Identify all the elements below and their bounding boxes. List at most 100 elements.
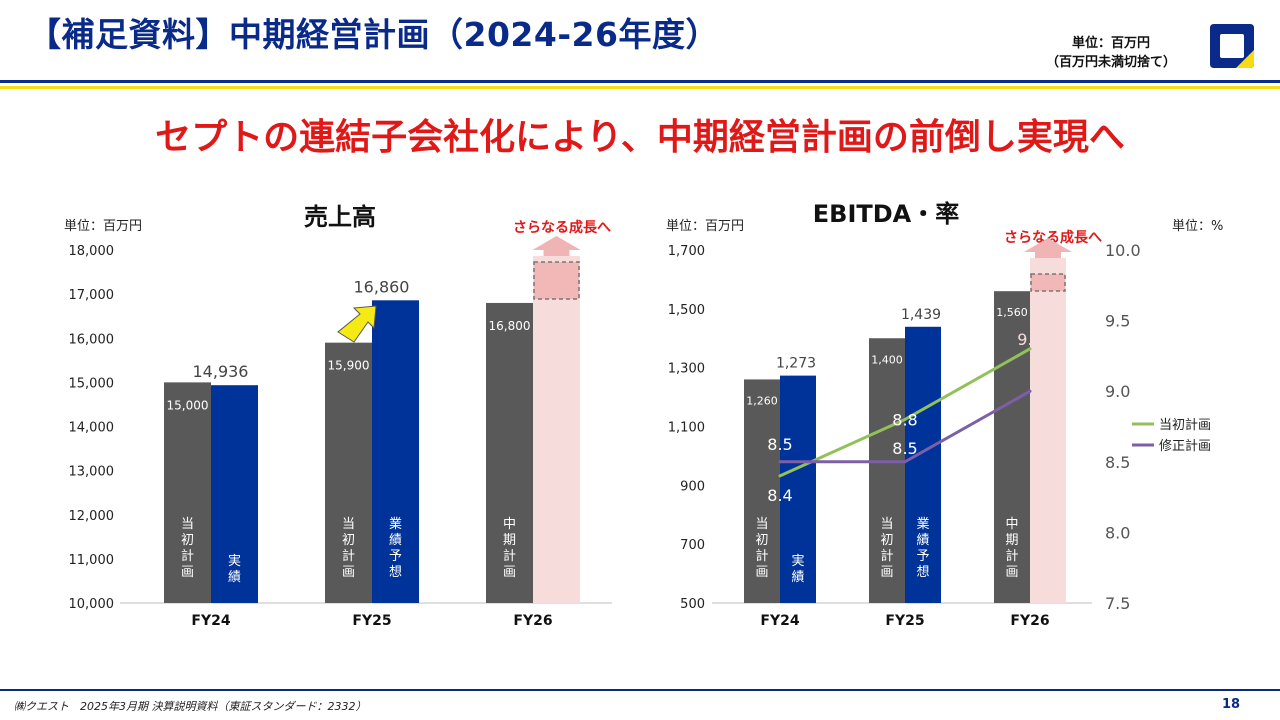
sales-chart: 売上高 単位：百万円 さらなる成長へ 10,000 11,000 12,000 13,… (64, 203, 612, 629)
ebitda-x-tick: FY26 (1010, 613, 1049, 629)
sales-annotation: さらなる成長へ (513, 219, 611, 236)
sales-bar-plan (325, 342, 372, 603)
sales-bar-text-actual: 実績 (228, 553, 241, 585)
sales-bar-text-actual-char: 想 (389, 564, 402, 580)
company-logo (1210, 24, 1254, 68)
ebitda-bar-text-actual-char: 予 (916, 549, 929, 564)
ebitda-annotation: さらなる成長へ (1004, 229, 1102, 246)
ebitda-data-label-actual: 1,439 (901, 307, 941, 323)
ebitda-bar-text-plan-char: 期 (1005, 533, 1018, 548)
ebitda-bar-text-actual: 実績 (791, 553, 804, 585)
sales-bar-text-plan-char: 初 (342, 533, 355, 548)
header-rule-yellow (0, 86, 1280, 89)
sales-highlight-arrow (337, 305, 377, 343)
ebitda-chart-title: EBITDA・率 (813, 200, 959, 228)
ebitda-bar-text-actual-char: 実 (791, 553, 804, 569)
logo-accent (1236, 50, 1254, 68)
sales-growth-box (533, 261, 580, 300)
ebitda-bar-text-actual-char: 績 (916, 533, 929, 548)
ebitda-bar-text-plan-char: 初 (755, 533, 768, 548)
sales-bar-growth (533, 256, 580, 603)
sales-unit-label: 単位：百万円 (64, 218, 142, 234)
ebitda-bar-plan (869, 338, 905, 603)
ebitda-growth-box (1030, 273, 1066, 292)
unit-note-line1: 単位：百万円 (1071, 36, 1150, 51)
ebitda-line-plan-point (1028, 347, 1032, 351)
sales-bar-text-plan-char: 中 (503, 517, 516, 532)
footer-rule (0, 689, 1280, 691)
ebitda-line-revised-point (778, 460, 782, 464)
sales-y-tick: 11,000 (69, 553, 115, 568)
ebitda-y2-tick: 8.0 (1105, 523, 1130, 542)
ebitda-line-plan-point (778, 474, 782, 478)
ebitda-y-tick: 500 (680, 597, 705, 612)
ebitda-line-plan-point (903, 417, 907, 421)
ebitda-y2-tick: 9.0 (1105, 382, 1130, 401)
sales-bar-actual (211, 385, 258, 603)
ebitda-bar-text-plan-char: 中 (1005, 517, 1018, 532)
sales-bar-text-plan-char: 計 (342, 548, 355, 564)
ebitda-bar-text-actual-char: 業 (916, 516, 929, 532)
ebitda-bar-text-plan-char: 画 (755, 565, 768, 580)
sales-bar-text-plan-char: 当 (181, 517, 194, 532)
ebitda-bar-text-plan-char: 画 (880, 565, 893, 580)
ebitda-data-label-plan: 1,400 (871, 353, 903, 366)
sales-chart-title: 売上高 (304, 203, 376, 231)
ebitda-y2-tick: 10.0 (1105, 241, 1141, 260)
ebitda-y2-tick: 8.5 (1105, 453, 1130, 472)
sales-bar-text-plan-char: 期 (503, 533, 516, 548)
ebitda-bar-text-plan-char: 当 (880, 517, 893, 532)
ebitda-y2-tick: 9.5 (1105, 312, 1130, 331)
sales-bar-text-plan: 当初計画 (342, 517, 355, 580)
sales-bar-text-plan-char: 画 (503, 565, 516, 580)
ebitda-x-tick: FY25 (885, 613, 924, 629)
footer-text: ㈱クエスト 2025年3月期 決算説明資料（東証スタンダード：2332） (14, 700, 367, 713)
ebitda-legend-label: 当初計画 (1159, 417, 1211, 433)
ebitda-line-label-revised: 8.5 (892, 439, 917, 458)
sales-y-tick: 16,000 (69, 332, 115, 347)
ebitda-bar-text-plan-char: 計 (880, 548, 893, 564)
sales-bar-actual (372, 300, 419, 603)
ebitda-bar-plan (744, 379, 780, 603)
unit-note-line2: （百万円未満切捨て） (1045, 55, 1176, 70)
ebitda-bar-text-plan: 当初計画 (755, 517, 768, 580)
ebitda-bar-actual (905, 326, 941, 603)
sales-bar-text-actual-char: 績 (389, 533, 402, 548)
sales-x-tick: FY26 (513, 613, 552, 629)
ebitda-line-revised-point (903, 460, 907, 464)
ebitda-bar-text-plan-char: 当 (755, 517, 768, 532)
page-title: 【補足資料】中期経営計画（2024-26年度） (28, 15, 719, 54)
ebitda-y-tick: 700 (680, 538, 705, 553)
sales-bar-text-plan: 当初計画 (181, 517, 194, 580)
ebitda-bar-actual (780, 375, 816, 603)
sales-y-tick: 14,000 (69, 421, 115, 436)
sales-y-tick: 10,000 (69, 597, 115, 612)
sales-data-label-plan: 15,900 (328, 359, 370, 373)
unit-note: 単位：百万円 （百万円未満切捨て） (1040, 34, 1182, 72)
sales-bar-text-plan-char: 画 (342, 565, 355, 580)
ebitda-bar-text-plan-char: 初 (880, 533, 893, 548)
sales-data-label-plan: 15,000 (167, 398, 209, 412)
ebitda-data-label-plan: 1,260 (746, 394, 778, 407)
ebitda-bar-plan (994, 291, 1030, 603)
sales-bar-text-plan-char: 当 (342, 517, 355, 532)
ebitda-bar-growth (1030, 258, 1066, 603)
ebitda-y-tick: 900 (680, 479, 705, 494)
ebitda-line-label-plan: 8.8 (892, 410, 917, 429)
ebitda-line-label-revised: 8.5 (767, 435, 792, 454)
sales-y-tick: 13,000 (69, 465, 115, 480)
sales-data-label-actual: 14,936 (193, 362, 249, 381)
ebitda-unit-right: 単位：% (1172, 218, 1223, 234)
sales-bar-text-plan-char: 計 (181, 548, 194, 564)
sales-x-tick: FY25 (352, 613, 391, 629)
sales-bar-plan (164, 382, 211, 603)
sales-data-label-plan: 16,800 (489, 319, 531, 333)
sales-bar-text-plan-char: 計 (503, 548, 516, 564)
header-rule-blue (0, 80, 1280, 83)
sales-y-tick: 18,000 (69, 244, 115, 259)
sales-data-label-actual: 16,860 (354, 277, 410, 296)
